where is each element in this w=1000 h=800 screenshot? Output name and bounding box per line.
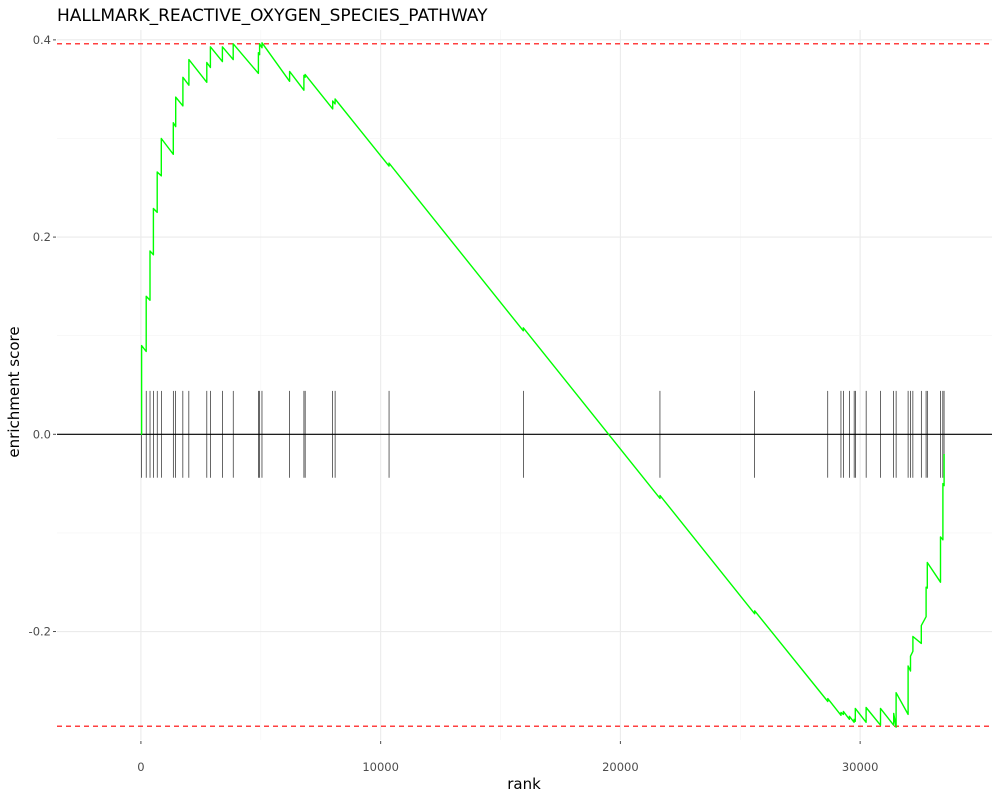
x-axis-ticks: 0 10000 20000 30000 bbox=[137, 741, 878, 774]
y-tick-label: 0.2 bbox=[33, 230, 51, 244]
enrichment-curve bbox=[140, 42, 945, 728]
y-axis-label: enrichment score bbox=[5, 326, 23, 457]
chart-title: HALLMARK_REACTIVE_OXYGEN_SPECIES_PATHWAY bbox=[57, 6, 488, 26]
x-tick-label: 20000 bbox=[602, 760, 639, 774]
y-tick-label: -0.2 bbox=[29, 625, 51, 639]
y-tick-label: 0.4 bbox=[33, 33, 51, 47]
x-tick-label: 0 bbox=[137, 760, 144, 774]
x-tick-label: 10000 bbox=[362, 760, 399, 774]
grid-lines bbox=[57, 30, 992, 740]
y-axis-ticks: -0.2 0.0 0.2 0.4 bbox=[29, 33, 56, 639]
x-tick-label: 30000 bbox=[842, 760, 879, 774]
reference-lines bbox=[57, 43, 992, 727]
y-tick-label: 0.0 bbox=[33, 427, 51, 441]
x-axis-label: rank bbox=[507, 775, 541, 793]
enrichment-curve-layer bbox=[140, 42, 945, 728]
